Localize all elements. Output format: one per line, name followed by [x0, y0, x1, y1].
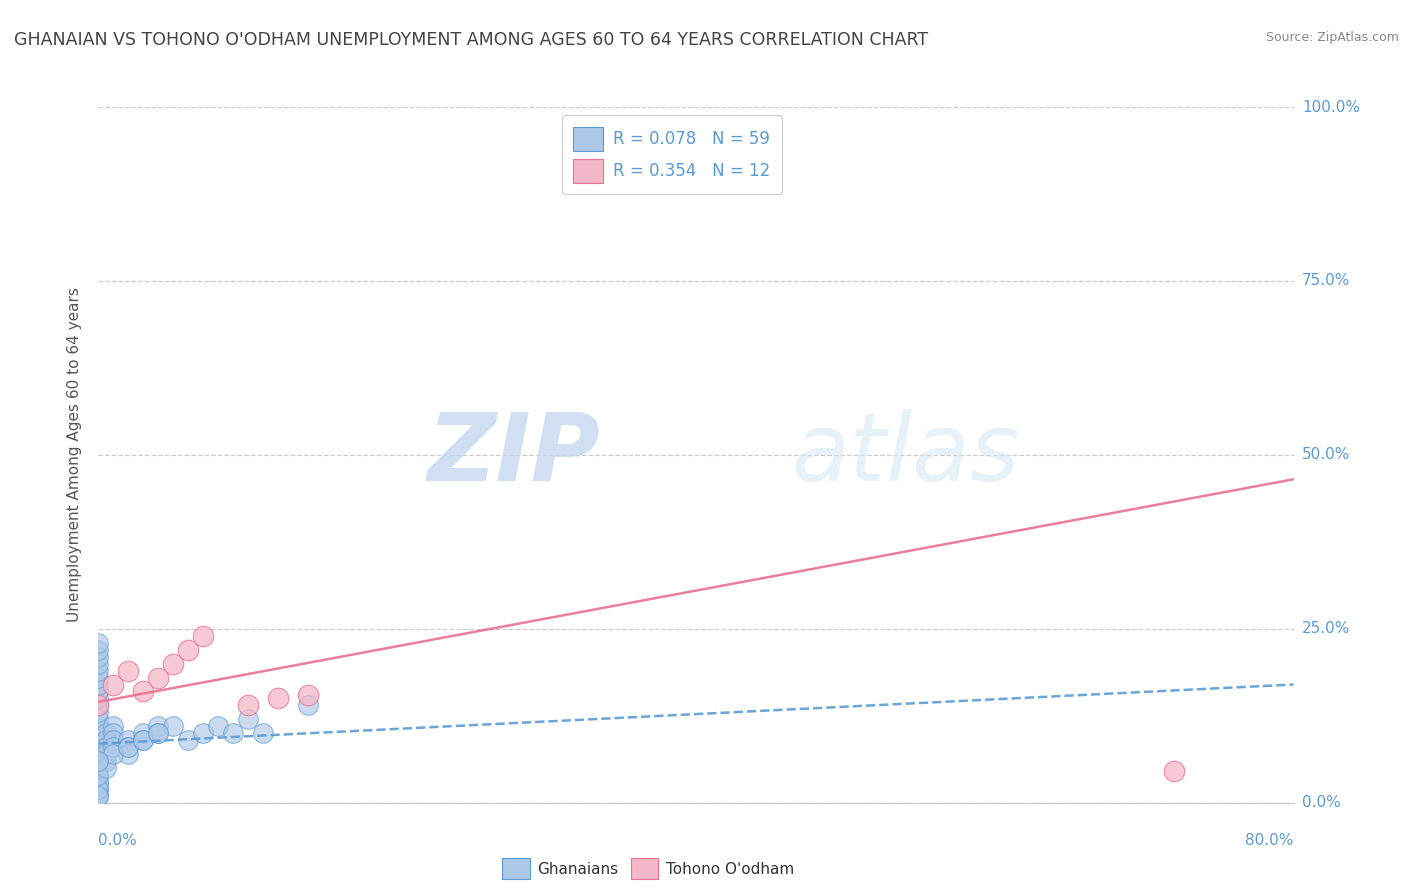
- Point: [87, 671, 110, 685]
- Point: [267, 691, 290, 706]
- Text: GHANAIAN VS TOHONO O'ODHAM UNEMPLOYMENT AMONG AGES 60 TO 64 YEARS CORRELATION CH: GHANAIAN VS TOHONO O'ODHAM UNEMPLOYMENT …: [14, 31, 928, 49]
- Text: Source: ZipAtlas.com: Source: ZipAtlas.com: [1265, 31, 1399, 45]
- Point: [94, 747, 117, 761]
- Text: atlas: atlas: [792, 409, 1019, 500]
- Point: [162, 657, 184, 671]
- Point: [87, 754, 110, 768]
- Point: [132, 684, 155, 698]
- Point: [87, 649, 110, 664]
- Point: [87, 636, 110, 650]
- Point: [87, 768, 110, 782]
- Point: [87, 642, 110, 657]
- Point: [87, 733, 110, 747]
- Point: [207, 719, 229, 733]
- Point: [87, 789, 110, 803]
- Point: [87, 726, 110, 740]
- Point: [87, 747, 110, 761]
- Text: 75.0%: 75.0%: [1302, 274, 1350, 288]
- Point: [87, 781, 110, 796]
- Point: [87, 706, 110, 720]
- Point: [191, 726, 214, 740]
- Text: 100.0%: 100.0%: [1302, 100, 1360, 114]
- Point: [87, 768, 110, 782]
- Point: [87, 781, 110, 796]
- Point: [132, 726, 155, 740]
- Point: [87, 691, 110, 706]
- Point: [117, 664, 139, 678]
- Point: [117, 740, 139, 755]
- Point: [103, 733, 125, 747]
- Point: [87, 781, 110, 796]
- Point: [87, 657, 110, 671]
- Point: [148, 719, 170, 733]
- Legend: Ghanaians, Tohono O'odham: Ghanaians, Tohono O'odham: [496, 852, 800, 886]
- Point: [94, 761, 117, 775]
- Point: [103, 747, 125, 761]
- Point: [148, 726, 170, 740]
- Point: [162, 719, 184, 733]
- Point: [191, 629, 214, 643]
- Point: [87, 698, 110, 713]
- Text: 0.0%: 0.0%: [1302, 796, 1340, 810]
- Y-axis label: Unemployment Among Ages 60 to 64 years: Unemployment Among Ages 60 to 64 years: [67, 287, 83, 623]
- Point: [87, 775, 110, 789]
- Point: [87, 698, 110, 713]
- Text: 25.0%: 25.0%: [1302, 622, 1350, 636]
- Point: [87, 740, 110, 755]
- Point: [87, 789, 110, 803]
- Point: [148, 671, 170, 685]
- Point: [177, 642, 200, 657]
- Point: [87, 664, 110, 678]
- Point: [132, 733, 155, 747]
- Point: [236, 698, 259, 713]
- Point: [117, 740, 139, 755]
- Point: [87, 684, 110, 698]
- Point: [222, 726, 245, 740]
- Point: [94, 726, 117, 740]
- Point: [297, 688, 319, 702]
- Point: [177, 733, 200, 747]
- Point: [87, 761, 110, 775]
- Point: [117, 747, 139, 761]
- Point: [132, 733, 155, 747]
- Point: [1163, 764, 1185, 779]
- Point: [103, 677, 125, 691]
- Point: [236, 712, 259, 726]
- Point: [103, 740, 125, 755]
- Point: [87, 719, 110, 733]
- Point: [87, 754, 110, 768]
- Point: [87, 789, 110, 803]
- Point: [148, 726, 170, 740]
- Point: [94, 733, 117, 747]
- Point: [103, 726, 125, 740]
- Point: [103, 719, 125, 733]
- Text: 50.0%: 50.0%: [1302, 448, 1350, 462]
- Text: 0.0%: 0.0%: [98, 833, 138, 848]
- Point: [87, 775, 110, 789]
- Point: [94, 754, 117, 768]
- Point: [117, 733, 139, 747]
- Text: 80.0%: 80.0%: [1246, 833, 1294, 848]
- Point: [94, 740, 117, 755]
- Point: [87, 677, 110, 691]
- Point: [87, 712, 110, 726]
- Point: [252, 726, 274, 740]
- Text: ZIP: ZIP: [427, 409, 600, 501]
- Point: [297, 698, 319, 713]
